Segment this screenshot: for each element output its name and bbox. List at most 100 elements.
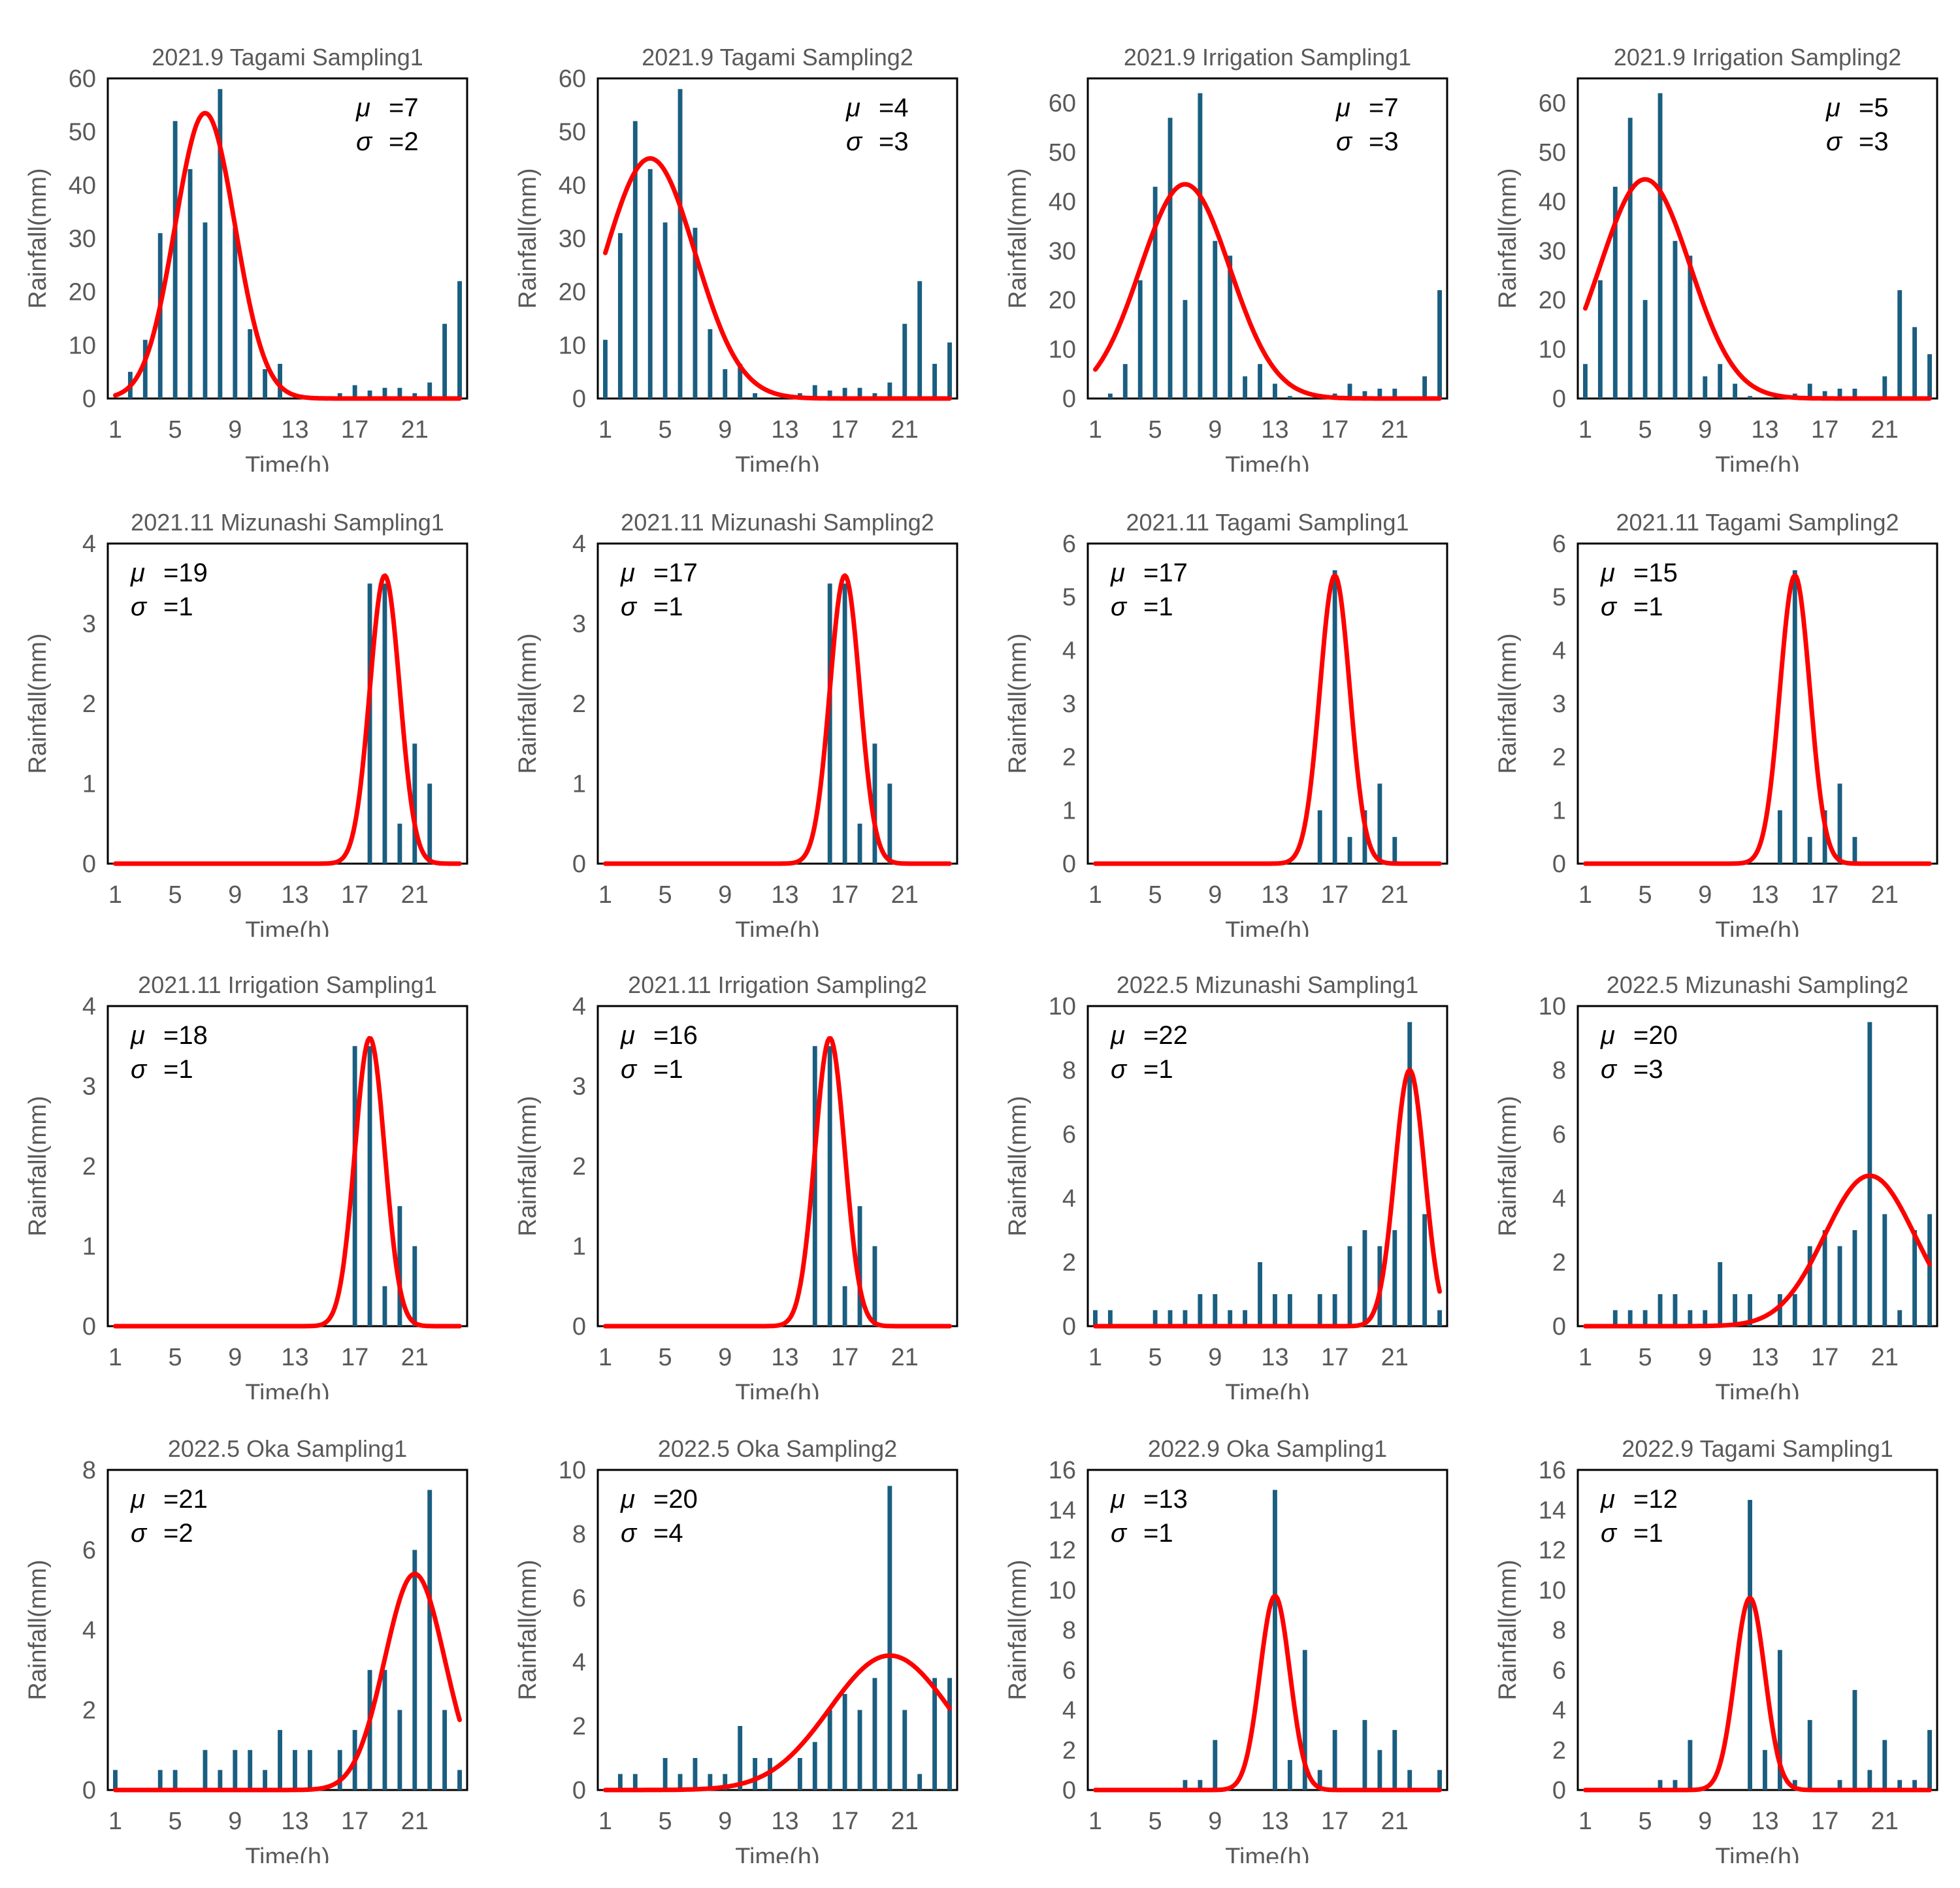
- y-tick-label: 4: [1062, 1697, 1076, 1725]
- sigma-value: =2: [163, 1519, 193, 1548]
- x-tick-label: 21: [891, 881, 919, 909]
- x-tick-label: 9: [1208, 881, 1222, 909]
- rainfall-bar: [457, 1770, 462, 1790]
- rainfall-bar: [1407, 1770, 1413, 1790]
- rainfall-bar: [1807, 837, 1812, 864]
- x-tick-label: 21: [1871, 881, 1899, 909]
- y-tick-label: 0: [1062, 1777, 1076, 1804]
- rainfall-bar: [842, 1286, 847, 1326]
- normal-fit-curve: [1093, 1593, 1442, 1793]
- mu-symbol: μ: [1600, 1021, 1615, 1050]
- y-tick-label: 4: [572, 993, 586, 1020]
- y-axis-label: Rainfall(mm): [1004, 168, 1032, 308]
- normal-fit-curve: [1583, 1595, 1932, 1793]
- fit-parameters: μ =17 σ =1: [620, 559, 698, 621]
- chart-svg: 2021.9 Tagami Sampling2 0 10 20 30 40 50 60 1 5 9 1…: [514, 44, 958, 480]
- x-tick-label: 13: [281, 881, 308, 909]
- x-tick-label: 1: [598, 1808, 612, 1835]
- y-tick-label: 2: [82, 691, 96, 718]
- fit-parameters: μ =15 σ =1: [1600, 559, 1678, 621]
- y-tick-label: 2: [1062, 1737, 1076, 1765]
- x-tick-label: 17: [1811, 1344, 1838, 1371]
- x-tick-label: 9: [1208, 416, 1222, 444]
- rainfall-bar: [932, 1678, 938, 1790]
- mu-symbol: μ: [1600, 1485, 1615, 1514]
- x-tick-label: 13: [771, 881, 798, 909]
- x-tick-label: 17: [341, 1808, 368, 1835]
- x-tick-label: 13: [281, 416, 308, 444]
- rainfall-bar: [367, 1670, 372, 1790]
- y-tick-label: 4: [572, 530, 586, 558]
- x-tick-label: 5: [1149, 416, 1162, 444]
- rainfall-bar: [917, 1774, 923, 1790]
- rainfall-bar: [1627, 118, 1633, 399]
- x-tick-label: 9: [1698, 1344, 1712, 1371]
- rainfall-bar: [427, 1489, 433, 1790]
- y-tick-label: 0: [572, 851, 586, 878]
- chart-svg: 2022.5 Mizunashi Sampling1 0 2 4 6 8 10 1 5 9 13 17…: [1004, 971, 1448, 1407]
- rainfall-bar: [1927, 1730, 1932, 1790]
- sigma-symbol: σ: [131, 1519, 148, 1548]
- rainfall-bar: [1777, 1294, 1782, 1326]
- y-tick-label: 0: [82, 385, 96, 413]
- chart-svg: 2022.9 Tagami Sampling1 0 2 4 6 8 10 12 14 16 1 5 9 1…: [1494, 1435, 1938, 1871]
- rainfall-bar: [1392, 388, 1397, 399]
- x-tick-label: 17: [831, 881, 858, 909]
- rainfall-bar: [827, 1046, 832, 1326]
- rainfall-bar: [678, 89, 683, 399]
- rainfall-bar: [1837, 388, 1842, 399]
- rainfall-bar: [1258, 364, 1262, 399]
- y-tick-label: 4: [1062, 1185, 1076, 1213]
- y-tick-label: 6: [1552, 1121, 1566, 1148]
- fit-parameters: μ =13 σ =1: [1110, 1485, 1188, 1548]
- sigma-value: =1: [163, 1055, 193, 1084]
- y-tick-label: 0: [1552, 1777, 1566, 1804]
- y-tick-label: 6: [1552, 1657, 1566, 1684]
- rainfall-bar: [1718, 364, 1723, 399]
- fit-parameters: μ =4 σ =3: [845, 93, 909, 156]
- chart-svg: 2021.9 Tagami Sampling1 0 10 20 30 40 50 60 1 5 9 1…: [24, 44, 468, 480]
- y-tick-label: 30: [69, 225, 96, 253]
- x-tick-label: 5: [1639, 881, 1652, 909]
- rainfall-bar: [382, 583, 387, 864]
- normal-fit-curve: [603, 1653, 952, 1793]
- rainfall-bar: [1302, 1650, 1307, 1790]
- rainfall-bar: [293, 1750, 297, 1790]
- rainfall-bar: [278, 363, 282, 399]
- normal-fit-curve: [1583, 177, 1932, 401]
- x-tick-label: 1: [108, 1808, 122, 1835]
- x-axis-label: Time(h): [1225, 1844, 1309, 1863]
- rainfall-bar: [412, 743, 417, 864]
- rainfall-bar: [442, 323, 448, 399]
- x-tick-label: 21: [891, 416, 919, 444]
- rainfall-bar: [932, 363, 938, 399]
- y-tick-label: 4: [82, 993, 96, 1020]
- rainfall-bar: [1748, 1499, 1752, 1790]
- rainfall-bar: [442, 1710, 448, 1790]
- chart-title: 2021.11 Tagami Sampling1: [1126, 509, 1409, 536]
- fit-parameters: μ =17 σ =1: [1110, 559, 1188, 621]
- rainfall-bar: [1927, 1214, 1932, 1326]
- rainfall-bar: [457, 281, 462, 399]
- chart-title: 2021.9 Irrigation Sampling2: [1614, 44, 1901, 71]
- rainfall-bar: [1392, 1730, 1397, 1790]
- rainfall-bar: [412, 1246, 417, 1326]
- rainfall-bar: [412, 393, 417, 399]
- mu-symbol: μ: [130, 559, 145, 587]
- y-tick-label: 8: [82, 1457, 96, 1484]
- y-tick-label: 0: [1552, 1313, 1566, 1341]
- y-tick-label: 14: [1049, 1497, 1076, 1524]
- y-axis-label: Rainfall(mm): [1004, 633, 1032, 773]
- rainfall-bar: [1658, 1780, 1663, 1790]
- plot-frame: [1086, 77, 1448, 400]
- rainfall-bar: [1733, 383, 1738, 399]
- chart-svg: 2022.5 Oka Sampling2 0 2 4 6 8 10 1 5 9 13 17 21 Time…: [514, 1435, 958, 1871]
- y-axis-label: Rainfall(mm): [24, 168, 52, 308]
- x-tick-label: 1: [108, 1344, 122, 1371]
- rainfall-bar: [1228, 1310, 1233, 1326]
- rainfall-bar: [1927, 354, 1932, 399]
- rainfall-bar: [1852, 1689, 1857, 1790]
- rainfall-bar: [857, 1710, 862, 1790]
- mu-symbol: μ: [130, 1485, 145, 1514]
